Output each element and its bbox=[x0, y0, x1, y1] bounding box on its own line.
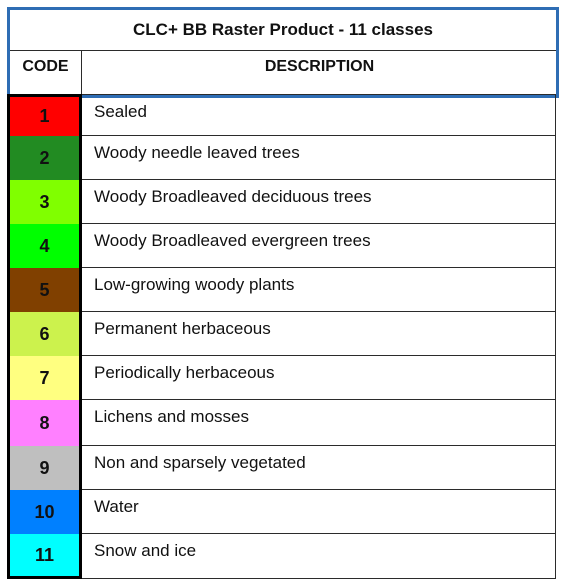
class-code-cell: 9 bbox=[7, 446, 82, 490]
table-row: 10 Water bbox=[7, 490, 556, 534]
column-header-code: CODE bbox=[10, 51, 82, 95]
table-row: 1 Sealed bbox=[7, 94, 556, 136]
class-code-cell: 7 bbox=[7, 356, 82, 400]
class-description-cell: Sealed bbox=[82, 94, 556, 136]
class-description-cell: Periodically herbaceous bbox=[82, 356, 556, 400]
class-code-cell: 10 bbox=[7, 490, 82, 534]
table-body: 1 Sealed 2 Woody needle leaved trees 3 Woody … bbox=[7, 94, 556, 581]
class-description-cell: Snow and ice bbox=[82, 534, 556, 579]
class-code-cell: 11 bbox=[7, 534, 82, 579]
class-code-cell: 6 bbox=[7, 312, 82, 356]
column-header-description: DESCRIPTION bbox=[264, 58, 375, 75]
class-description-cell: Low-growing woody plants bbox=[82, 268, 556, 312]
table-row: 4 Woody Broadleaved evergreen trees bbox=[7, 224, 556, 268]
class-description-cell: Non and sparsely vegetated bbox=[82, 446, 556, 490]
class-description-cell: Lichens and mosses bbox=[82, 400, 556, 446]
table-row: 6 Permanent herbaceous bbox=[7, 312, 556, 356]
class-description-cell: Woody needle leaved trees bbox=[82, 136, 556, 180]
class-description-cell: Woody Broadleaved evergreen trees bbox=[82, 224, 556, 268]
class-description-cell: Woody Broadleaved deciduous trees bbox=[82, 180, 556, 224]
table-row: 11 Snow and ice bbox=[7, 534, 556, 579]
table-row: 8 Lichens and mosses bbox=[7, 400, 556, 446]
table-row: 3 Woody Broadleaved deciduous trees bbox=[7, 180, 556, 224]
table-row: 5 Low-growing woody plants bbox=[7, 268, 556, 312]
class-code-cell: 2 bbox=[7, 136, 82, 180]
class-code-cell: 4 bbox=[7, 224, 82, 268]
class-code-cell: 5 bbox=[7, 268, 82, 312]
class-description-cell: Water bbox=[82, 490, 556, 534]
class-code-cell: 8 bbox=[7, 400, 82, 446]
class-code-cell: 3 bbox=[7, 180, 82, 224]
table-row: 2 Woody needle leaved trees bbox=[7, 136, 556, 180]
class-code-cell: 1 bbox=[7, 94, 82, 136]
table-row: 7 Periodically herbaceous bbox=[7, 356, 556, 400]
table-header: CLC+ BB Raster Product - 11 classes CODE… bbox=[7, 7, 559, 98]
table-title: CLC+ BB Raster Product - 11 classes bbox=[10, 10, 556, 51]
table-row: 9 Non and sparsely vegetated bbox=[7, 446, 556, 490]
class-description-cell: Permanent herbaceous bbox=[82, 312, 556, 356]
